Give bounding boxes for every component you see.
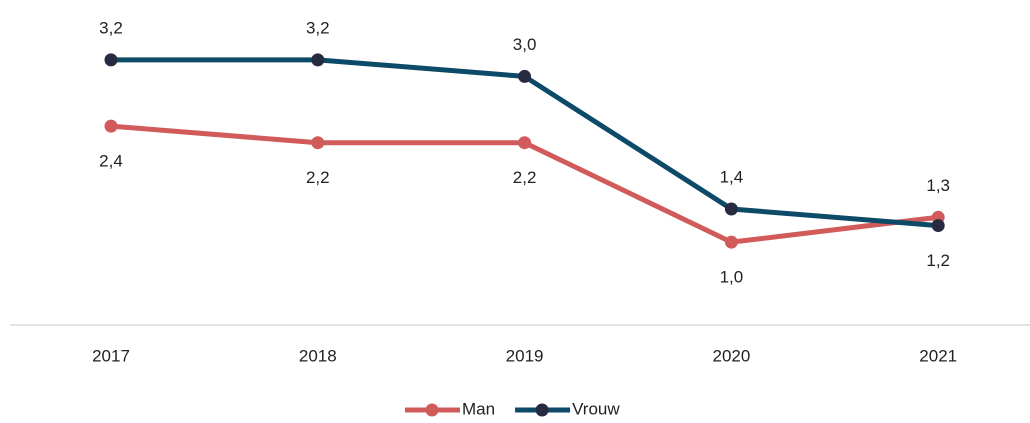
legend-marker xyxy=(535,403,549,417)
x-tick-label: 2021 xyxy=(919,346,957,365)
legend-label: Vrouw xyxy=(572,399,620,418)
x-tick-label: 2019 xyxy=(506,346,544,365)
data-label: 1,3 xyxy=(926,176,950,195)
point-marker xyxy=(518,69,532,83)
point-marker xyxy=(104,119,118,133)
data-label: 1,2 xyxy=(926,251,950,270)
point-marker xyxy=(931,219,945,233)
point-marker xyxy=(104,53,118,67)
point-marker xyxy=(311,53,325,67)
point-marker xyxy=(724,202,738,216)
data-label: 2,2 xyxy=(513,168,537,187)
data-label: 3,0 xyxy=(513,35,537,54)
x-tick-label: 2020 xyxy=(712,346,750,365)
legend-label: Man xyxy=(462,399,495,418)
x-tick-label: 2017 xyxy=(92,346,130,365)
legend-marker xyxy=(425,403,439,417)
data-label: 3,2 xyxy=(306,18,330,37)
point-marker xyxy=(518,136,532,150)
point-marker xyxy=(311,136,325,150)
data-label: 2,4 xyxy=(99,152,123,171)
data-label: 1,0 xyxy=(720,268,744,287)
x-tick-label: 2018 xyxy=(299,346,337,365)
data-label: 3,2 xyxy=(99,18,123,37)
data-label: 2,2 xyxy=(306,168,330,187)
point-marker xyxy=(724,235,738,249)
data-label: 1,4 xyxy=(720,167,744,186)
